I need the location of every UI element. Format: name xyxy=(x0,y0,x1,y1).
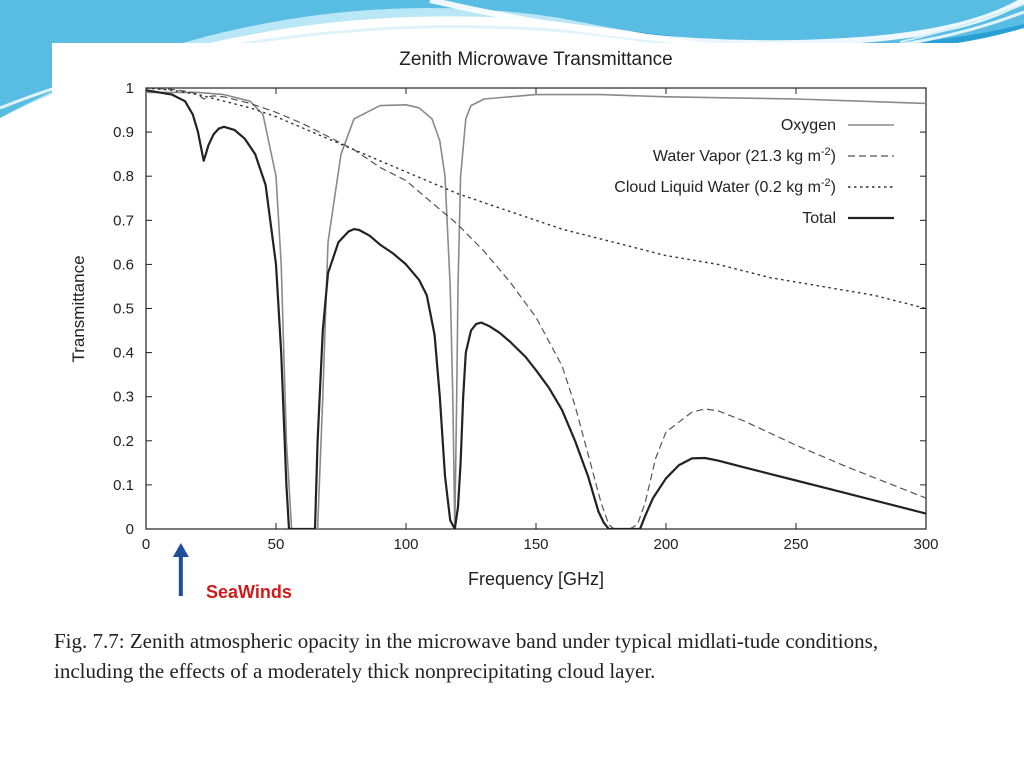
chart-title: Zenith Microwave Transmittance xyxy=(399,49,673,70)
x-tick-label: 100 xyxy=(393,536,418,553)
y-tick-label: 0.1 xyxy=(113,477,134,494)
legend-label: Oxygen xyxy=(781,117,836,134)
y-tick-label: 0.3 xyxy=(113,389,134,406)
legend-label: Total xyxy=(802,210,836,227)
arrow-head xyxy=(172,543,189,557)
figure-caption: Fig. 7.7: Zenith atmospheric opacity in … xyxy=(54,626,956,686)
legend-label: Cloud Liquid Water (0.2 kg m-2) xyxy=(614,177,836,196)
y-axis-label: Transmittance xyxy=(69,255,88,362)
x-tick-label: 50 xyxy=(268,536,285,553)
caption-text: Zenith atmospheric opacity in the microw… xyxy=(54,629,879,683)
series-group xyxy=(146,88,926,529)
y-tick-label: 0 xyxy=(126,521,134,538)
seawinds-arrow-icon xyxy=(172,543,189,596)
transmittance-chart: Zenith Microwave Transmittance 0 50 100 150… xyxy=(69,49,939,596)
seawinds-annotation: SeaWinds xyxy=(206,582,292,602)
chart-legend: Oxygen Water Vapor (21.3 kg m-2) Cloud Liq… xyxy=(614,117,894,227)
y-tick-label: 0.8 xyxy=(113,168,134,185)
x-axis-label: Frequency [GHz] xyxy=(468,569,604,589)
series-line-water-vapor-21-3-kg-m-2 xyxy=(146,88,926,529)
x-tick-label: 300 xyxy=(913,536,938,553)
series-line-cloud-liquid-water-0-2-kg-m-2 xyxy=(146,88,926,310)
slide-wave-top-light xyxy=(0,0,1024,118)
caption-label: Fig. 7.7: xyxy=(54,629,125,653)
x-tick-label: 200 xyxy=(653,536,678,553)
y-tick-label: 0.6 xyxy=(113,256,134,273)
slide-wave-swoosh-3 xyxy=(899,3,1024,43)
y-tick-label: 1 xyxy=(126,80,134,97)
x-tick-label: 0 xyxy=(142,536,150,553)
plot-area: 0 50 100 150 200 250 300 0 0.1 0.2 0.3 0.4 0.5 0.6 0.7… xyxy=(113,80,938,553)
series-line-total xyxy=(146,89,926,529)
x-tick-label: 150 xyxy=(523,536,548,553)
y-tick-label: 0.7 xyxy=(113,212,134,229)
legend-label: Water Vapor (21.3 kg m-2) xyxy=(653,146,836,165)
series-line-oxygen xyxy=(146,91,926,529)
y-tick-label: 0.4 xyxy=(113,345,134,362)
x-tick-label: 250 xyxy=(783,536,808,553)
y-tick-label: 0.2 xyxy=(113,433,134,450)
y-tick-label: 0.9 xyxy=(113,124,134,141)
y-tick-label: 0.5 xyxy=(113,301,134,318)
figure-card: Zenith Microwave Transmittance 0 50 100 150… xyxy=(52,43,960,723)
